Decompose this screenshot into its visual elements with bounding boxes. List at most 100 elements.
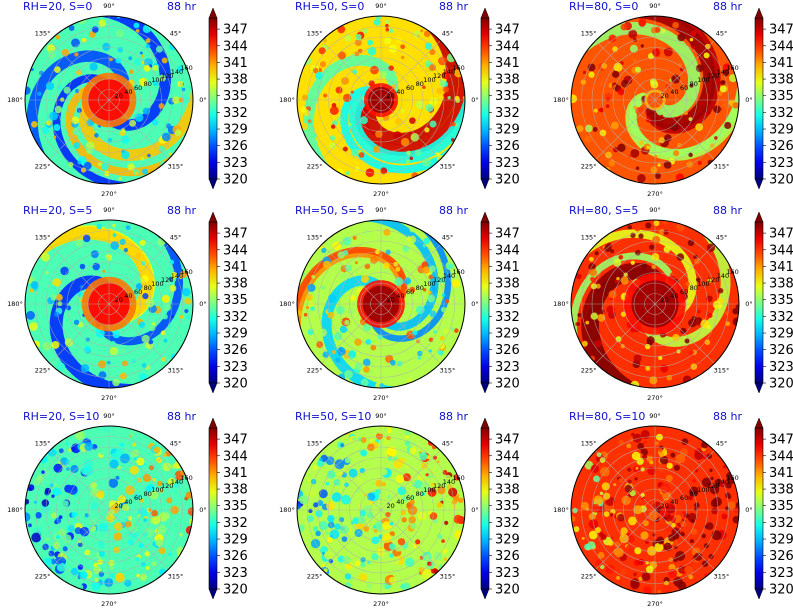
colorbar-extend-min	[480, 178, 490, 190]
colorbar-tick-label: 320	[223, 583, 248, 598]
field-cell	[636, 457, 644, 465]
angle-tick-label: 45°	[170, 234, 182, 242]
field-cell	[640, 531, 649, 540]
radial-tick-label: 100	[697, 76, 709, 84]
field-cell	[98, 360, 107, 369]
field-cell	[382, 521, 392, 531]
colorbar-extend-max	[754, 211, 764, 223]
field-cell	[672, 532, 680, 540]
radial-tick-label: 120	[161, 72, 173, 80]
field-cell	[593, 495, 604, 505]
radial-tick-label: 140	[171, 272, 183, 280]
field-cell	[442, 548, 448, 554]
field-cell	[682, 511, 686, 515]
field-cell	[401, 517, 407, 523]
radial-tick-label: 80	[416, 490, 424, 498]
radial-tick-label: 140	[717, 272, 729, 280]
field-cell	[65, 305, 72, 311]
colorbar-tick-label: 338	[495, 73, 520, 88]
field-cell	[115, 57, 122, 64]
field-cell	[117, 46, 124, 53]
field-cell	[69, 459, 74, 463]
field-cell	[102, 42, 111, 51]
field-cell	[376, 548, 385, 557]
field-cell	[605, 151, 612, 159]
radial-tick-label: 60	[406, 494, 414, 502]
field-cell	[181, 87, 186, 92]
field-cell	[130, 449, 139, 458]
field-cell	[158, 74, 166, 82]
field-cell	[722, 63, 731, 71]
field-cell	[382, 427, 388, 433]
field-cell	[443, 328, 450, 335]
field-cell	[420, 491, 426, 497]
field-cell	[635, 166, 640, 170]
colorbar-tick-label: 335	[223, 89, 248, 104]
field-cell	[53, 463, 63, 473]
field-cell	[306, 515, 314, 523]
field-cell	[134, 171, 139, 175]
polar-grid	[570, 219, 740, 389]
field-cell	[313, 502, 319, 508]
field-cell	[79, 571, 88, 580]
angle-tick-label: 135°	[35, 30, 51, 38]
field-cell	[348, 468, 358, 478]
field-cell	[147, 153, 151, 158]
field-cell	[588, 262, 596, 271]
field-cell	[584, 135, 592, 143]
field-cell	[161, 57, 168, 64]
field-cell	[351, 148, 359, 157]
field-cell	[84, 442, 94, 452]
field-cell	[174, 129, 182, 137]
field-cell	[79, 526, 90, 537]
field-cell	[374, 565, 380, 571]
field-cell	[658, 137, 665, 144]
spiral-band	[297, 246, 408, 388]
field-cell	[161, 132, 171, 142]
field-cell	[121, 128, 126, 133]
field-cell	[684, 513, 690, 519]
field-cell	[696, 309, 701, 314]
field-cell	[407, 377, 412, 383]
angle-tick-label: 315°	[714, 162, 730, 170]
field-cell	[576, 322, 580, 326]
radial-tick-label: 20	[115, 92, 123, 100]
field-cell	[59, 471, 65, 478]
field-cell	[707, 278, 712, 283]
radial-tick-label: 140	[443, 68, 455, 76]
field-cell	[60, 97, 65, 102]
field-cell	[659, 456, 669, 465]
field-cell	[697, 161, 702, 166]
field-cell	[30, 281, 39, 289]
field-cell	[108, 478, 119, 488]
field-cell	[630, 578, 640, 588]
field-cell	[140, 54, 145, 58]
panel-title: RH=20, S=5	[23, 204, 92, 217]
field-cell	[439, 277, 446, 283]
field-cell	[360, 274, 370, 283]
field-cell	[633, 572, 637, 577]
field-cell	[683, 111, 688, 116]
radial-tick-label: 80	[690, 80, 698, 88]
field-cell	[663, 452, 668, 456]
field-cell	[89, 62, 98, 71]
field-cell	[54, 66, 61, 73]
colorbar-tick-label: 323	[223, 566, 248, 581]
field-cell	[161, 357, 166, 362]
field-cell	[142, 292, 149, 300]
radial-tick-label: 80	[416, 284, 424, 292]
polar-field-1	[297, 16, 465, 184]
field-cell	[670, 452, 676, 458]
field-cell	[55, 34, 61, 40]
angle-tick-label: 90°	[103, 412, 115, 420]
field-cell	[112, 378, 120, 387]
field-cell	[62, 546, 68, 552]
field-cell	[638, 18, 647, 27]
radial-tick-label: 80	[144, 80, 152, 88]
field-cell	[143, 64, 151, 72]
field-cell	[393, 261, 399, 267]
field-cell	[632, 58, 637, 62]
field-cell	[425, 104, 434, 112]
field-cell	[370, 256, 378, 264]
